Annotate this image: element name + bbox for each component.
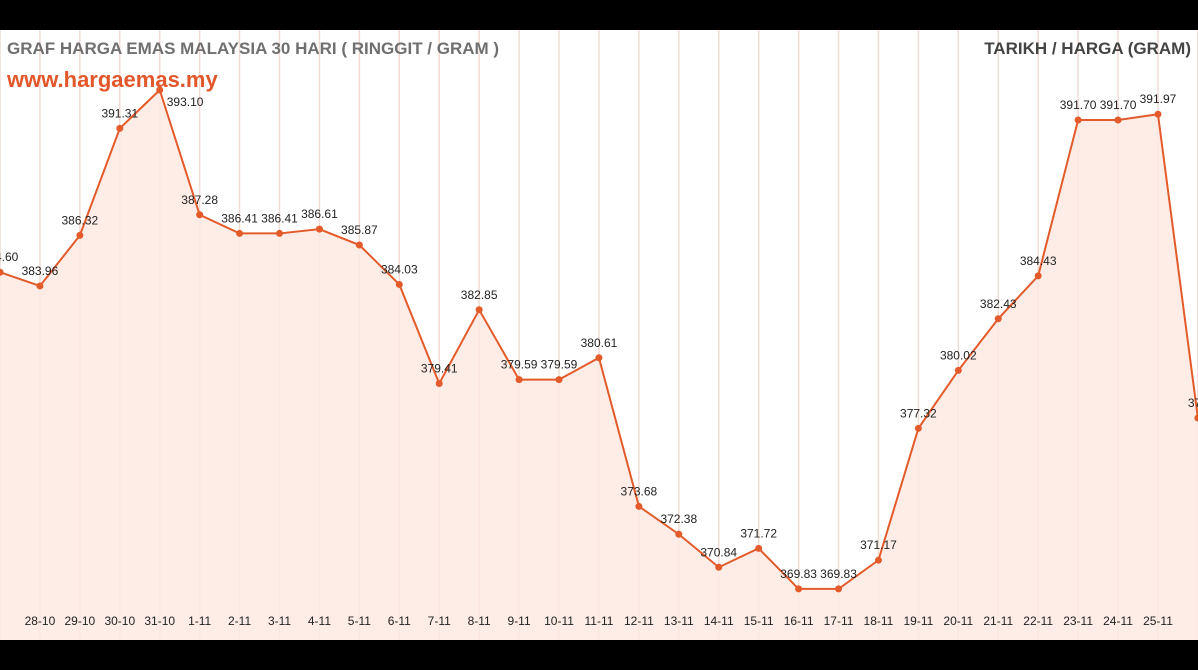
data-point [156,86,164,94]
x-tick-label: 20-11 [943,614,973,628]
data-label: 386.41 [261,211,298,225]
data-point [76,231,84,239]
x-tick-label: 28-10 [25,614,56,628]
x-tick-label: 29-10 [65,614,96,628]
data-point [954,366,962,374]
x-tick-label: 8-11 [468,614,491,628]
x-tick-label: 17-11 [824,614,854,628]
x-tick-label: 1-11 [188,614,211,628]
data-label: 383.96 [22,264,59,278]
data-label: 391.70 [1060,98,1097,112]
data-point [1074,116,1082,124]
data-label: 391.70 [1100,98,1137,112]
data-label: 372.38 [660,512,697,526]
x-tick-label: 31-10 [144,614,175,628]
data-point [675,530,683,538]
data-point [715,563,723,571]
data-label: 379.59 [541,358,578,372]
data-point [874,556,882,564]
data-label: 379.59 [501,358,538,372]
data-label: 386.41 [221,211,258,225]
data-label: 371.17 [860,538,897,552]
x-tick-label: 5-11 [348,614,371,628]
x-tick-label: 15-11 [744,614,774,628]
x-tick-label: 21-11 [983,614,1013,628]
x-tick-label: 14-11 [704,614,734,628]
data-point [795,585,803,593]
data-point [116,124,124,132]
data-point [196,211,204,219]
data-point [355,241,363,249]
x-tick-label: 19-11 [903,614,933,628]
data-point [395,280,403,288]
data-point [1114,116,1122,124]
data-label: 385.87 [341,223,378,237]
x-tick-label: 13-11 [664,614,694,628]
x-tick-label: 10-11 [544,614,574,628]
data-point [236,229,244,237]
data-label: 380.02 [940,348,977,362]
x-tick-label: 4-11 [308,614,331,628]
data-label: 382.85 [461,288,498,302]
data-point [0,268,4,276]
data-label: 382.43 [980,297,1017,311]
data-label: 371.72 [740,526,777,540]
chart-title: GRAF HARGA EMAS MALAYSIA 30 HARI ( RINGG… [7,39,500,58]
data-label: 369.83 [820,567,857,581]
data-label: 387.28 [181,193,218,207]
watermark: www.hargaemas.my [7,67,218,92]
data-point [595,354,603,362]
data-label: 377 [1188,396,1198,410]
data-label: 391.31 [101,106,138,120]
data-point [755,544,763,552]
data-point [36,282,44,290]
data-label: 384.03 [381,262,418,276]
data-label: 391.97 [1140,92,1177,106]
data-label: 393.10 [167,95,204,109]
x-tick-label: 16-11 [784,614,814,628]
data-point [835,585,843,593]
legend-title: TARIKH / HARGA (GRAM) [984,39,1191,58]
data-label: 386.32 [62,213,99,227]
data-point [475,306,483,314]
data-label: 373.68 [621,484,658,498]
data-point [315,225,323,233]
data-label: 379.41 [421,362,458,376]
x-tick-label: 3-11 [268,614,291,628]
x-tick-label: 12-11 [624,614,654,628]
data-point [1034,272,1042,280]
x-tick-label: 22-11 [1023,614,1053,628]
x-tick-label: 6-11 [388,614,411,628]
x-tick-label: 7-11 [428,614,451,628]
x-tick-label: 23-11 [1063,614,1093,628]
data-point [276,229,284,237]
data-label: 380.61 [581,336,618,350]
x-tick-label: 9-11 [508,614,531,628]
data-point [914,424,922,432]
data-label: 377.32 [900,406,937,420]
x-tick-label: 24-11 [1103,614,1133,628]
x-tick-label: 18-11 [864,614,894,628]
x-tick-label: 11-11 [584,614,613,628]
data-point [635,502,643,510]
data-point [515,376,523,384]
data-point [994,315,1002,323]
data-point [1154,110,1162,118]
x-tick-label: 30-10 [104,614,135,628]
data-label: 384.43 [1020,254,1057,268]
data-label: 369.83 [780,567,817,581]
data-point [1194,414,1198,422]
data-point [435,380,443,388]
data-label: 370.84 [700,545,737,559]
x-tick-label: 25-11 [1143,614,1173,628]
x-tick-label: 2-11 [228,614,251,628]
data-label: 386.61 [301,207,338,221]
area-fill [0,90,1198,640]
data-label: 384.60 [0,250,19,264]
data-point [555,376,563,384]
